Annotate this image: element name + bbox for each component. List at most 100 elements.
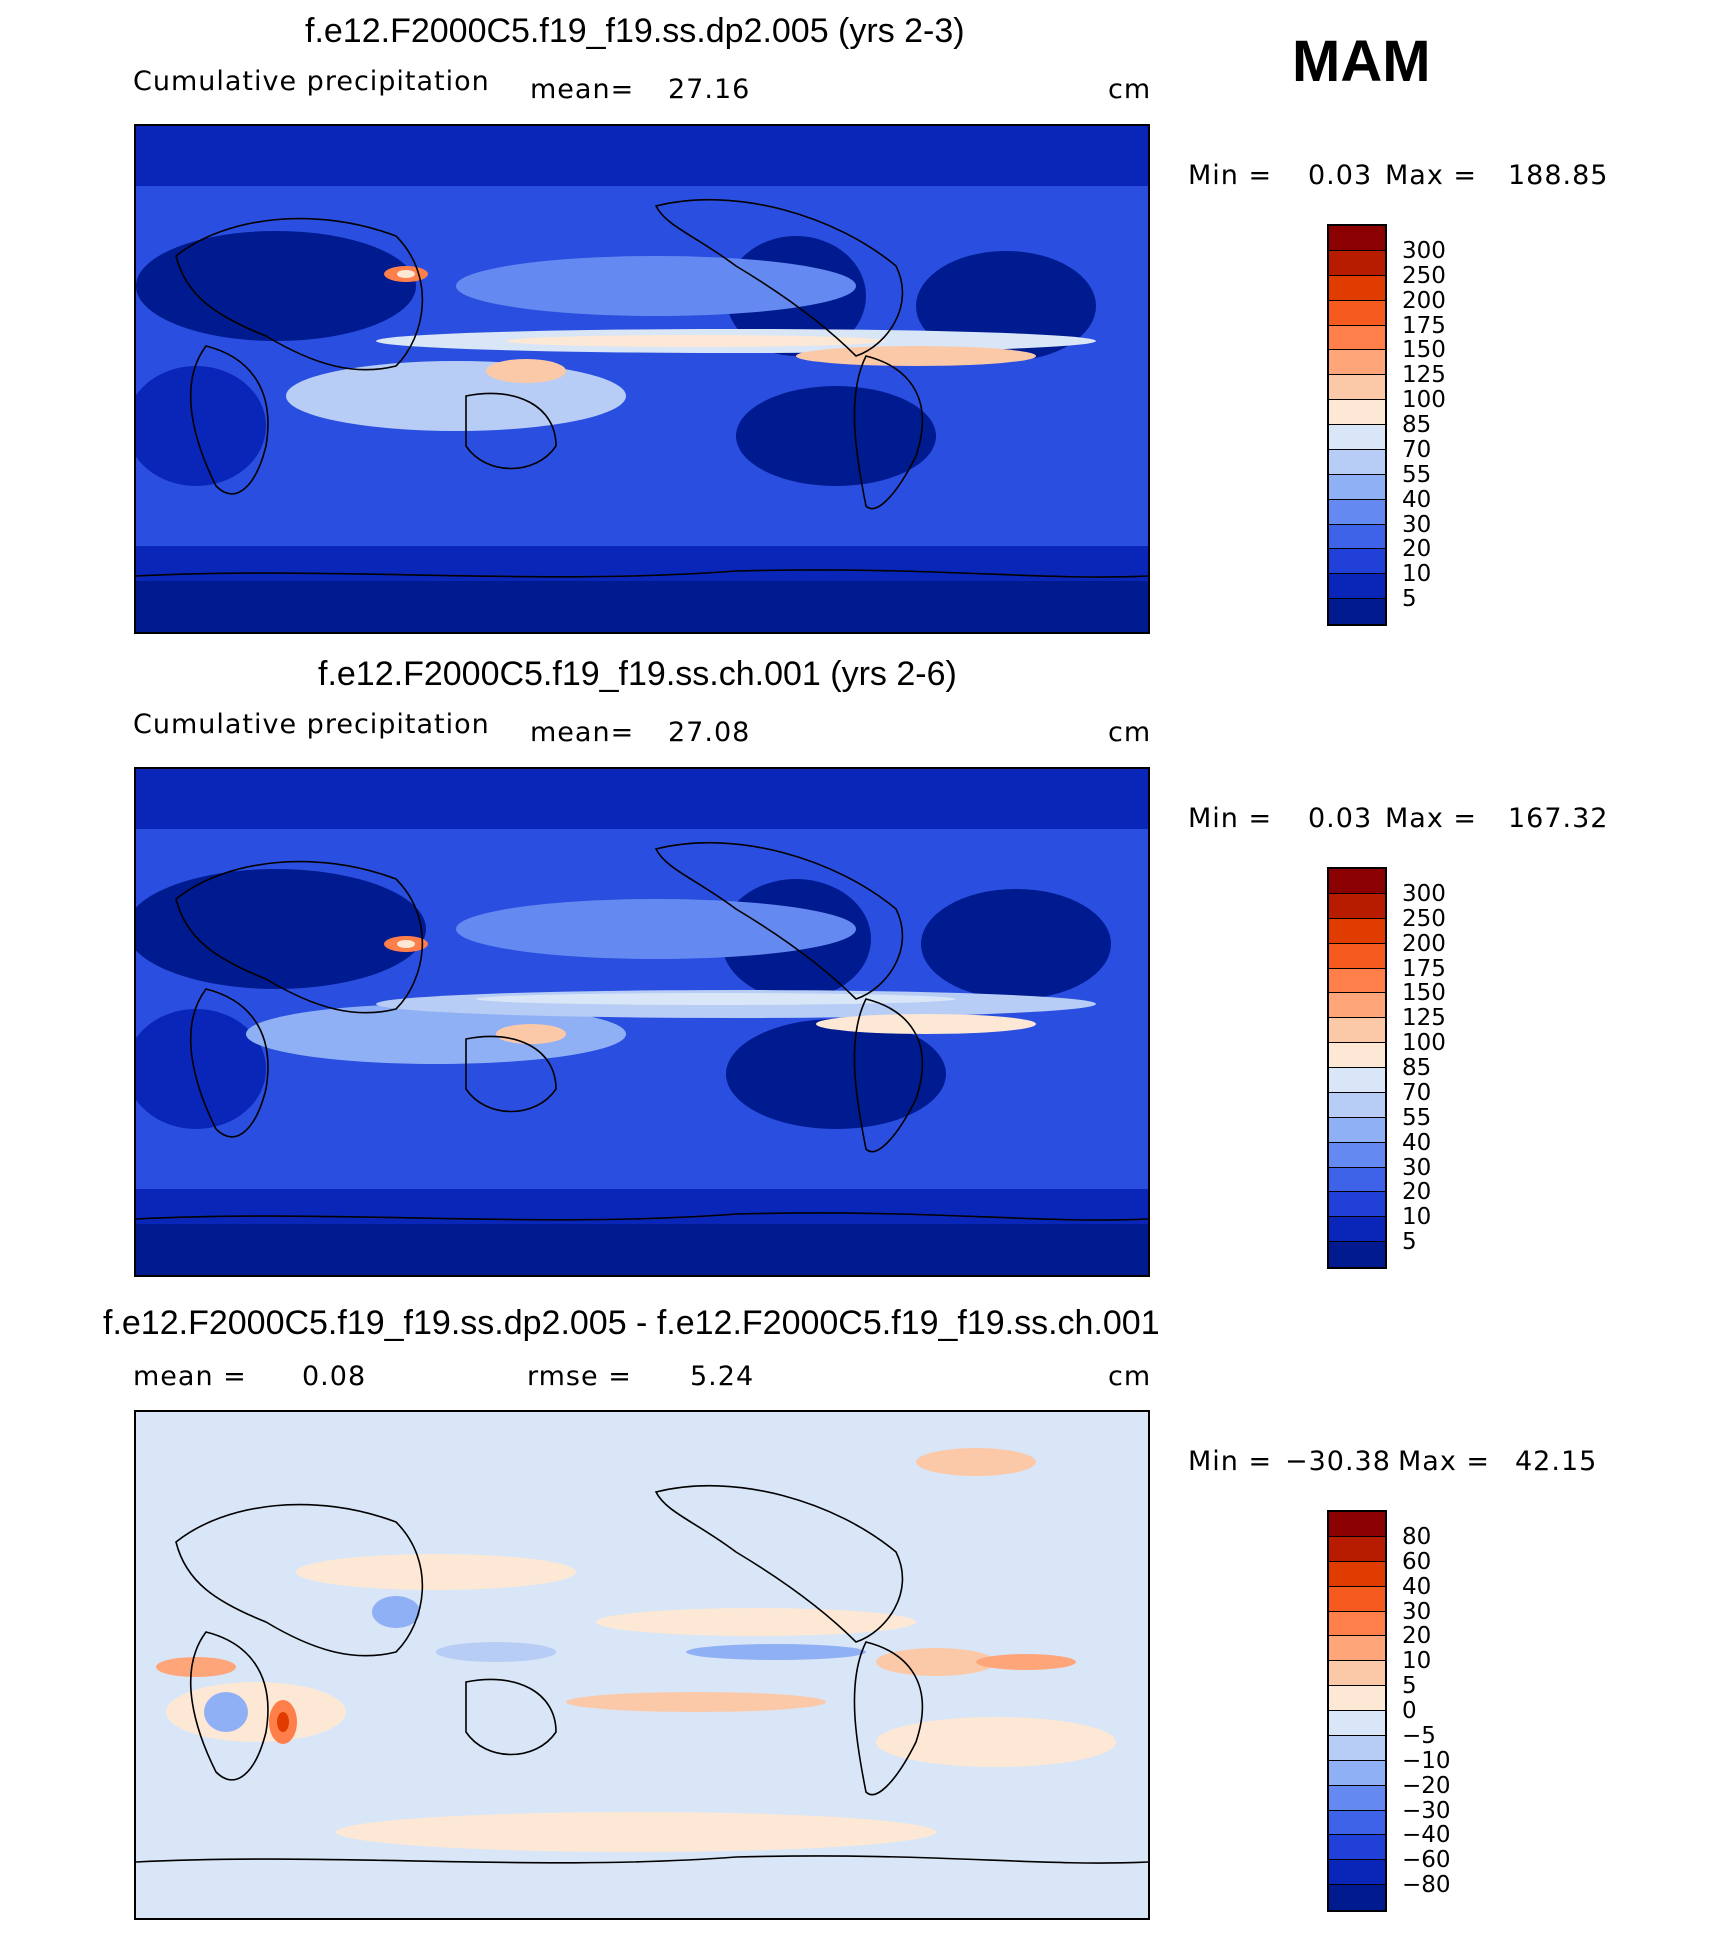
colorbar-tick-label: 300 <box>1402 237 1446 264</box>
colorbar-tick-label: 150 <box>1402 980 1446 1007</box>
panel-3-mean-value: 0.08 <box>302 1361 367 1392</box>
colorbar-tick-label: −30 <box>1402 1797 1451 1824</box>
colorbar-tick-label: 200 <box>1402 930 1446 957</box>
panel-3-colorbar <box>1327 1510 1387 1912</box>
colorbar-tick-label: 175 <box>1402 312 1446 339</box>
colorbar-swatch <box>1329 968 1385 994</box>
colorbar-swatch <box>1329 1043 1385 1068</box>
colorbar-tick-label: 40 <box>1402 1129 1432 1156</box>
colorbar-tick-label: 30 <box>1402 1154 1432 1181</box>
colorbar-tick-label: 80 <box>1402 1523 1432 1550</box>
colorbar-swatch <box>1329 474 1385 500</box>
panel-3-max-value: 42.15 <box>1515 1446 1598 1477</box>
colorbar-tick-label: 20 <box>1402 1179 1432 1206</box>
colorbar-swatch <box>1329 226 1385 251</box>
colorbar-tick-label: 100 <box>1402 1030 1446 1057</box>
colorbar-swatch <box>1329 1536 1385 1562</box>
panel-3-map <box>134 1410 1150 1920</box>
colorbar-swatch <box>1329 1611 1385 1637</box>
colorbar-swatch <box>1329 1760 1385 1786</box>
colorbar-swatch <box>1329 1242 1385 1267</box>
colorbar-swatch <box>1329 1686 1385 1711</box>
colorbar-swatch <box>1329 449 1385 475</box>
colorbar-swatch <box>1329 1885 1385 1910</box>
colorbar-swatch <box>1329 275 1385 301</box>
colorbar-swatch <box>1329 1785 1385 1811</box>
panel-2-min-label: Min = <box>1188 803 1273 834</box>
colorbar-tick-label: 300 <box>1402 880 1446 907</box>
colorbar-swatch <box>1329 250 1385 276</box>
colorbar-tick-label: −40 <box>1402 1822 1451 1849</box>
panel-1-min-value: 0.03 <box>1308 160 1373 191</box>
colorbar-swatch <box>1329 574 1385 600</box>
colorbar-tick-label: −80 <box>1402 1872 1451 1899</box>
panel-3-min-label: Min = <box>1188 1446 1273 1477</box>
colorbar-swatch <box>1329 1810 1385 1836</box>
colorbar-tick-label: 20 <box>1402 1623 1432 1650</box>
colorbar-swatch <box>1329 1561 1385 1587</box>
colorbar-tick-label: 30 <box>1402 511 1432 538</box>
colorbar-tick-label: 175 <box>1402 955 1446 982</box>
colorbar-swatch <box>1329 300 1385 326</box>
colorbar-tick-label: 55 <box>1402 461 1432 488</box>
colorbar-tick-label: −60 <box>1402 1847 1451 1874</box>
panel-2-map <box>134 767 1150 1277</box>
colorbar-tick-label: 10 <box>1402 1204 1432 1231</box>
colorbar-swatch <box>1329 1586 1385 1612</box>
colorbar-swatch <box>1329 869 1385 894</box>
colorbar-tick-label: −5 <box>1402 1722 1436 1749</box>
panel-2-variable-label: Cumulative precipitation <box>133 709 490 740</box>
colorbar-swatch <box>1329 1018 1385 1044</box>
panel-1-variable-label: Cumulative precipitation <box>133 66 490 97</box>
colorbar-tick-label: 200 <box>1402 287 1446 314</box>
panel-3-mean-label: mean = <box>133 1361 247 1392</box>
panel-3-units: cm <box>1108 1361 1152 1392</box>
colorbar-swatch <box>1329 425 1385 450</box>
colorbar-swatch <box>1329 1068 1385 1093</box>
panel-1-mean-label: mean= <box>530 74 635 105</box>
colorbar-tick-label: 30 <box>1402 1598 1432 1625</box>
colorbar-swatch <box>1329 943 1385 969</box>
panel-2-title: f.e12.F2000C5.f19_f19.ss.ch.001 (yrs 2-6… <box>318 655 957 693</box>
panel-2-mean-label: mean= <box>530 717 635 748</box>
panel-1-max-label: Max = <box>1385 160 1478 191</box>
colorbar-tick-label: 150 <box>1402 337 1446 364</box>
colorbar-tick-label: 60 <box>1402 1548 1432 1575</box>
panel-1-map <box>134 124 1150 634</box>
colorbar-swatch <box>1329 1735 1385 1761</box>
colorbar-tick-label: 100 <box>1402 387 1446 414</box>
colorbar-tick-label: 85 <box>1402 1055 1432 1081</box>
panel-3-max-label: Max = <box>1398 1446 1491 1477</box>
panel-1-precip-field <box>136 126 1148 632</box>
panel-3-rmse-label: rmse = <box>527 1361 632 1392</box>
panel-2-min-value: 0.03 <box>1308 803 1373 834</box>
colorbar-tick-label: 0 <box>1402 1698 1417 1724</box>
colorbar-swatch <box>1329 499 1385 525</box>
colorbar-swatch <box>1329 524 1385 550</box>
colorbar-tick-label: −20 <box>1402 1772 1451 1799</box>
colorbar-swatch <box>1329 1142 1385 1168</box>
colorbar-swatch <box>1329 1661 1385 1687</box>
panel-2-units: cm <box>1108 717 1152 748</box>
colorbar-swatch <box>1329 1835 1385 1861</box>
colorbar-swatch <box>1329 1167 1385 1193</box>
colorbar-swatch <box>1329 325 1385 351</box>
colorbar-tick-label: 40 <box>1402 1573 1432 1600</box>
colorbar-tick-label: 5 <box>1402 586 1417 613</box>
colorbar-swatch <box>1329 1512 1385 1537</box>
panel-1-title: f.e12.F2000C5.f19_f19.ss.dp2.005 (yrs 2-… <box>305 12 965 50</box>
colorbar-tick-label: 5 <box>1402 1229 1417 1256</box>
colorbar-tick-label: 250 <box>1402 905 1446 932</box>
panel-2-max-value: 167.32 <box>1508 803 1609 834</box>
colorbar-tick-label: 5 <box>1402 1673 1417 1700</box>
colorbar-swatch <box>1329 549 1385 575</box>
colorbar-tick-label: −10 <box>1402 1747 1451 1774</box>
panel-2-mean-value: 27.08 <box>668 717 751 748</box>
colorbar-tick-label: 10 <box>1402 561 1432 588</box>
colorbar-tick-label: 125 <box>1402 362 1446 389</box>
panel-1-max-value: 188.85 <box>1508 160 1609 191</box>
colorbar-swatch <box>1329 1092 1385 1118</box>
colorbar-tick-label: 40 <box>1402 486 1432 513</box>
colorbar-swatch <box>1329 918 1385 944</box>
colorbar-swatch <box>1329 1860 1385 1886</box>
